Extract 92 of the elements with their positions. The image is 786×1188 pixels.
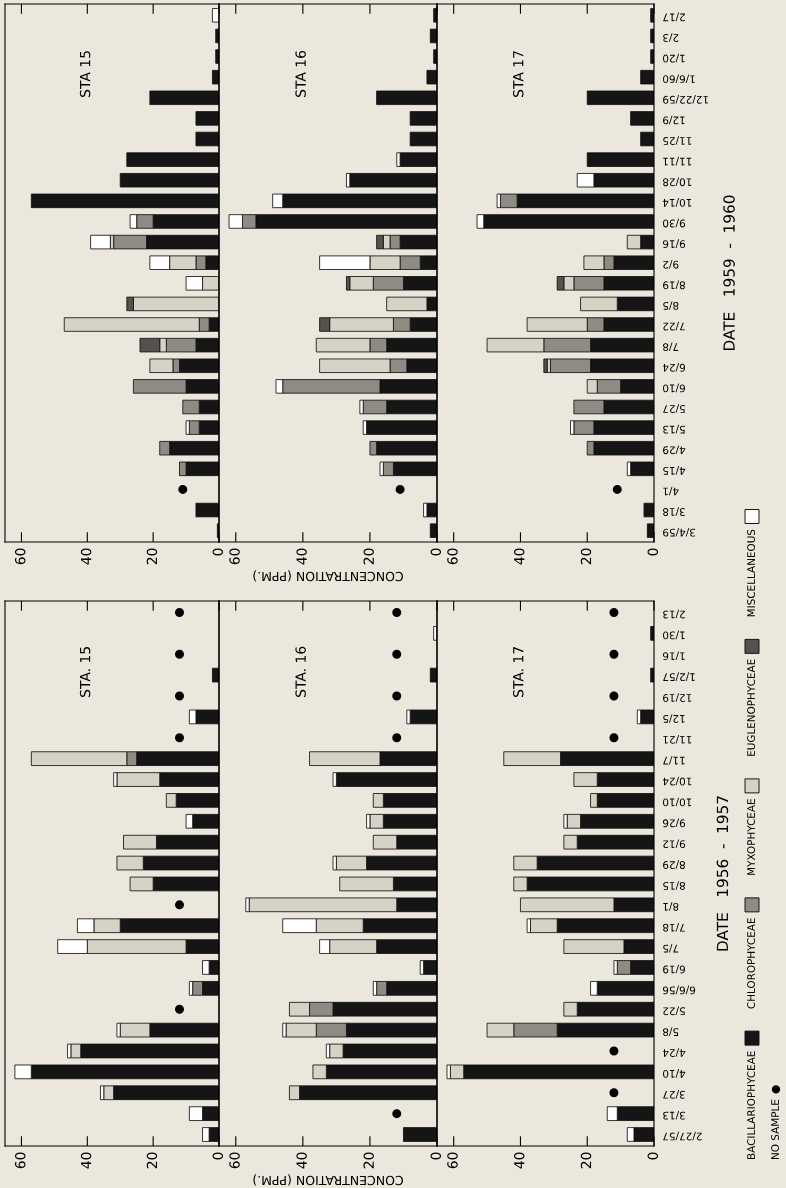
y-tick-label: 11/11	[663, 156, 692, 166]
y-tick-label: 11/7	[663, 755, 685, 765]
x-axis-title: CONCENTRATION (PPM.)	[253, 570, 403, 582]
legend-label: MYXOPHYCEAE	[747, 799, 756, 875]
y-tick-label: 1/30	[663, 630, 685, 640]
y-axis-title: DATE 1959 - 1960	[723, 195, 735, 351]
legend-label: MISCELLANEOUS	[747, 529, 756, 617]
text: STA 16	[295, 50, 306, 97]
x-tick-label: 40	[80, 1152, 92, 1169]
y-tick-label: 3/4/59	[663, 527, 696, 537]
y-tick-label: 1/6/60	[663, 74, 695, 84]
y-tick-label: 10/14	[662, 198, 692, 207]
y-tick-label: 8/1	[663, 902, 679, 911]
x-tick-label: 20	[146, 548, 158, 565]
y-tick-label: 10/10	[663, 797, 692, 807]
text: STA. 15	[79, 647, 91, 697]
y-tick-label: 8/5	[663, 301, 679, 310]
y-tick-label: 4/29	[663, 445, 686, 455]
text: STA. 16	[295, 646, 306, 697]
y-tick-label: 2/3	[663, 33, 679, 42]
x-tick-label: 40	[296, 548, 307, 565]
y-tick-label: 5/22	[663, 1006, 685, 1016]
x-tick-label: 20	[363, 548, 374, 565]
y-tick-label: 1/20	[663, 53, 685, 63]
x-tick-label: 60	[229, 548, 240, 565]
x-tick-label: 0	[430, 548, 442, 556]
x-tick-label: 0	[647, 548, 659, 556]
y-tick-label: 12/5	[663, 714, 685, 723]
text: STA 15	[79, 51, 91, 97]
y-tick-label: 9/2	[663, 259, 679, 269]
y-tick-label: 9/26	[662, 818, 686, 828]
y-tick-label: 5/8	[663, 1027, 679, 1037]
y-tick-label: 12/22/59	[663, 95, 708, 104]
y-axis-title: DATE 1956 - 1957	[716, 796, 729, 951]
x-tick-label: 0	[430, 1152, 442, 1160]
y-tick-label: 1/16	[662, 651, 685, 661]
y-tick-label: 3/13	[663, 1110, 685, 1120]
y-tick-label: 3/27	[663, 1089, 685, 1099]
text: STA 17	[512, 51, 524, 97]
legend-label: BACILLARIOPHYCEAE	[747, 1051, 756, 1159]
y-tick-label: 6/19	[663, 964, 685, 974]
y-tick-label: 6/6/56	[662, 985, 696, 995]
y-tick-label: 11/25	[663, 136, 692, 145]
y-tick-label: 9/16	[662, 239, 686, 249]
x-axis-title: CONCENTRATION (PPM.)	[253, 1174, 403, 1186]
y-tick-label: 1/2/57	[663, 672, 695, 682]
y-tick-label: 4/24	[662, 1048, 686, 1057]
x-tick-label: 40	[513, 548, 525, 565]
y-tick-label: 8/29	[663, 860, 686, 869]
x-tick-label: 40	[513, 1152, 525, 1169]
y-tick-label: 10/24	[662, 776, 692, 786]
legend-label: CHLOROPHYCEAE	[747, 918, 756, 1009]
y-tick-label: 2/17	[663, 12, 685, 22]
y-tick-label: 6/24	[662, 363, 685, 372]
x-tick-label: 40	[296, 1152, 307, 1169]
y-tick-label: 4/15	[663, 466, 686, 475]
x-tick-label: 20	[580, 548, 592, 565]
x-tick-label: 20	[580, 1152, 592, 1169]
y-tick-label: 7/22	[663, 321, 685, 331]
x-tick-label: 0	[212, 1152, 224, 1160]
x-tick-label: 60	[14, 1152, 26, 1169]
y-tick-label: 6/10	[663, 383, 685, 393]
x-tick-label: 0	[212, 548, 224, 556]
y-tick-label: 7/5	[663, 943, 679, 953]
y-tick-label: 2/27/57	[663, 1131, 702, 1141]
x-tick-label: 60	[447, 1152, 458, 1169]
y-tick-label: 5/13	[663, 424, 685, 434]
y-tick-label: 10/28	[663, 177, 692, 187]
y-tick-label: 7/8	[663, 342, 679, 352]
y-tick-label: 4/10	[663, 1069, 686, 1078]
y-tick-label: 12/9	[663, 115, 685, 125]
text: STA. 17	[512, 647, 524, 697]
x-tick-label: 60	[14, 548, 26, 565]
y-tick-label: 5/27	[663, 404, 685, 413]
x-tick-label: 20	[363, 1152, 374, 1169]
legend-label: EUGLENOPHYCEAE	[747, 659, 756, 756]
y-tick-label: 9/30	[663, 218, 686, 228]
y-tick-label: 12/19	[663, 693, 692, 702]
y-tick-label: 9/12	[663, 839, 686, 849]
y-tick-label: 2/13	[663, 609, 685, 619]
y-tick-label: 7/18	[663, 922, 685, 932]
y-tick-label: 3/18	[663, 507, 685, 516]
x-tick-label: 60	[229, 1152, 240, 1169]
x-tick-label: 40	[80, 548, 92, 565]
legend-label: NO SAMPLE	[771, 1099, 780, 1159]
y-tick-label: 11/21	[663, 735, 692, 744]
y-tick-label: 8/19	[663, 280, 686, 290]
x-tick-label: 20	[146, 1152, 158, 1169]
x-tick-label: 0	[647, 1152, 659, 1160]
y-tick-label: 4/1	[663, 486, 679, 496]
x-tick-label: 60	[447, 548, 458, 565]
y-tick-label: 8/15	[663, 881, 686, 890]
